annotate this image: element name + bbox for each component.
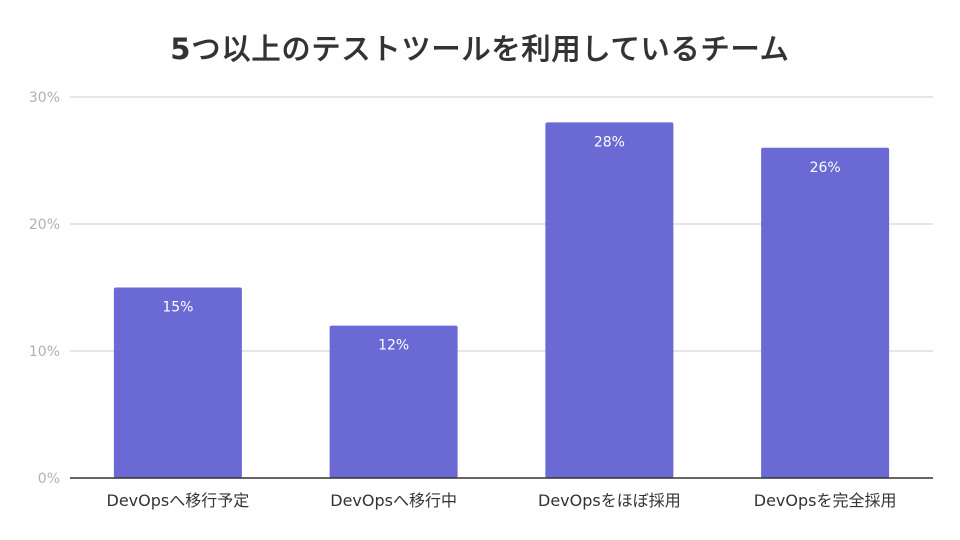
data-label: 26% bbox=[810, 160, 841, 176]
bar bbox=[113, 287, 242, 478]
x-tick-label: DevOpsを完全採用 bbox=[754, 491, 897, 510]
data-label: 12% bbox=[378, 338, 409, 354]
bar bbox=[545, 122, 674, 479]
data-label: 28% bbox=[594, 134, 625, 150]
bar bbox=[761, 147, 890, 479]
chart-title: 5つ以上のテストツールを利用しているチーム bbox=[170, 32, 790, 66]
y-tick-label: 10% bbox=[29, 344, 60, 360]
x-tick-label: DevOpsへ移行中 bbox=[330, 491, 457, 510]
data-label: 15% bbox=[162, 300, 193, 316]
y-tick-label: 0% bbox=[38, 471, 60, 487]
x-tick-label: DevOpsをほぼ採用 bbox=[538, 491, 681, 510]
bar bbox=[329, 325, 458, 478]
y-tick-label: 20% bbox=[29, 217, 60, 233]
x-tick-label: DevOpsへ移行予定 bbox=[107, 491, 250, 510]
y-tick-label: 30% bbox=[29, 90, 60, 106]
